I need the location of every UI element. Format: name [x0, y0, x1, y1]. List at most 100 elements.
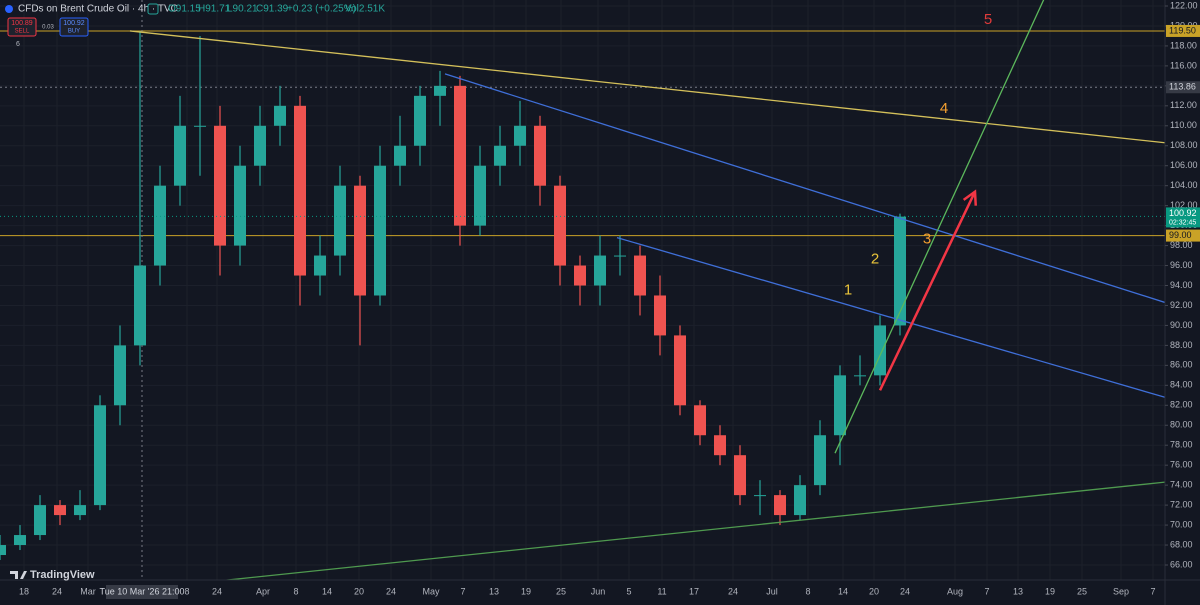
candle-body: [334, 185, 346, 256]
candle-body: [34, 505, 46, 536]
y-tick-label: 76.00: [1170, 460, 1193, 470]
candle-body: [494, 145, 506, 166]
wave-label: 1: [844, 281, 852, 298]
y-tick-label: 72.00: [1170, 499, 1193, 509]
x-tick-label: 14: [322, 586, 332, 596]
candle-body: [574, 265, 586, 286]
candle-body: [614, 255, 626, 257]
candle-body: [654, 295, 666, 336]
y-tick-label: 80.00: [1170, 420, 1193, 430]
candle-body: [434, 85, 446, 96]
crosshair-time-label: Tue 10 Mar '26 21:00: [100, 586, 185, 596]
sell-label: SELL: [15, 29, 30, 35]
trend-line: [129, 30, 1165, 144]
x-tick-label: 24: [728, 586, 738, 596]
crosshair-price-label: 113.86: [1169, 82, 1196, 92]
close: C91.39: [256, 4, 289, 15]
candle-body: [734, 455, 746, 496]
x-tick-label: 7: [1150, 586, 1155, 596]
y-tick-label: 86.00: [1170, 360, 1193, 370]
current-price-label: 100.92: [1169, 208, 1197, 218]
wave-label: 3: [923, 231, 931, 248]
x-tick-label: 14: [838, 586, 848, 596]
y-tick-label: 110.00: [1170, 120, 1197, 130]
x-tick-label: 8: [293, 586, 298, 596]
y-tick-label: 88.00: [1170, 340, 1193, 350]
symbol-title: CFDs on Brent Crude Oil · 4h · TVC: [18, 4, 178, 15]
current-price-bg: [1166, 207, 1200, 228]
candle-body: [374, 165, 386, 296]
candle-body: [0, 545, 6, 556]
open: O91.15: [168, 4, 201, 15]
crosshair-price-bg: [1166, 81, 1200, 94]
price-line-label-bg: [1166, 229, 1200, 242]
y-tick-label: 106.00: [1170, 160, 1198, 170]
y-tick-label: 122.00: [1170, 0, 1198, 10]
x-tick-label: 17: [689, 586, 699, 596]
x-tick-label: 11: [657, 586, 666, 596]
y-tick-label: 116.00: [1170, 60, 1197, 70]
candle-body: [214, 125, 226, 246]
candle-body: [814, 435, 826, 486]
trend-line: [834, 0, 1045, 454]
x-tick-label: Jun: [591, 586, 606, 596]
y-tick-label: 82.00: [1170, 400, 1193, 410]
candle-body: [514, 125, 526, 146]
x-tick-label: 7: [460, 586, 465, 596]
buy-button[interactable]: [59, 17, 89, 37]
y-tick-label: 74.00: [1170, 480, 1193, 490]
x-tick-label: 7: [984, 586, 989, 596]
trend-line: [444, 73, 1165, 304]
price-line-label-bg: [1166, 24, 1200, 37]
arrow-head: [962, 189, 978, 206]
grid: [0, 0, 1165, 580]
x-tick-label: Aug: [947, 586, 963, 596]
candle-body: [274, 105, 286, 126]
candle-body: [774, 495, 786, 516]
x-tick-label: 25: [556, 586, 566, 596]
candle-body: [694, 405, 706, 436]
crosshair-time-bg: [106, 585, 178, 599]
candle-body: [874, 325, 886, 376]
y-tick-label: 96.00: [1170, 260, 1193, 270]
x-tick-label: 20: [354, 586, 364, 596]
status-icon: [147, 3, 159, 15]
countdown-label: 02:32:45: [1169, 219, 1196, 226]
sell-price: 100.89: [11, 20, 33, 27]
arrow-shaft: [878, 191, 977, 391]
y-tick-label: 92.00: [1170, 300, 1193, 310]
price-line-label: 119.50: [1169, 25, 1196, 35]
brand: TradingView: [10, 569, 95, 581]
y-tick-label: 102.00: [1170, 200, 1198, 210]
candle-body: [254, 125, 266, 166]
sell-button[interactable]: [7, 17, 37, 37]
high: H91.71: [198, 4, 231, 15]
y-tick-label: 68.00: [1170, 539, 1193, 549]
candle-body: [554, 185, 566, 266]
candle-body: [94, 405, 106, 506]
x-tick-label: 13: [1013, 586, 1023, 596]
spread: 0.03: [42, 25, 54, 31]
y-tick-label: 112.00: [1170, 100, 1197, 110]
y-tick-label: 108.00: [1170, 140, 1198, 150]
low: L90.21: [227, 4, 258, 15]
candle-body: [594, 255, 606, 286]
candle-body: [14, 535, 26, 546]
candle-body: [294, 105, 306, 276]
x-tick-label: 24: [900, 586, 910, 596]
x-tick-label: 24: [52, 586, 62, 596]
x-tick-label: 8: [184, 586, 189, 596]
candle-body: [174, 125, 186, 186]
candle-body: [454, 85, 466, 226]
brand-name: TradingView: [30, 569, 95, 581]
change: +0.23 (+0.25%): [287, 4, 356, 15]
candle-body: [634, 255, 646, 296]
candle-body: [54, 505, 66, 516]
candle-body: [154, 185, 166, 266]
plot-area: 1 2 3 4 5: [0, 0, 1165, 580]
candle-body: [754, 495, 766, 497]
x-tick-label: 18: [19, 586, 29, 596]
header: CFDs on Brent Crude Oil · 4h · TVC O91.1…: [5, 3, 385, 48]
y-tick-label: 66.00: [1170, 559, 1193, 569]
